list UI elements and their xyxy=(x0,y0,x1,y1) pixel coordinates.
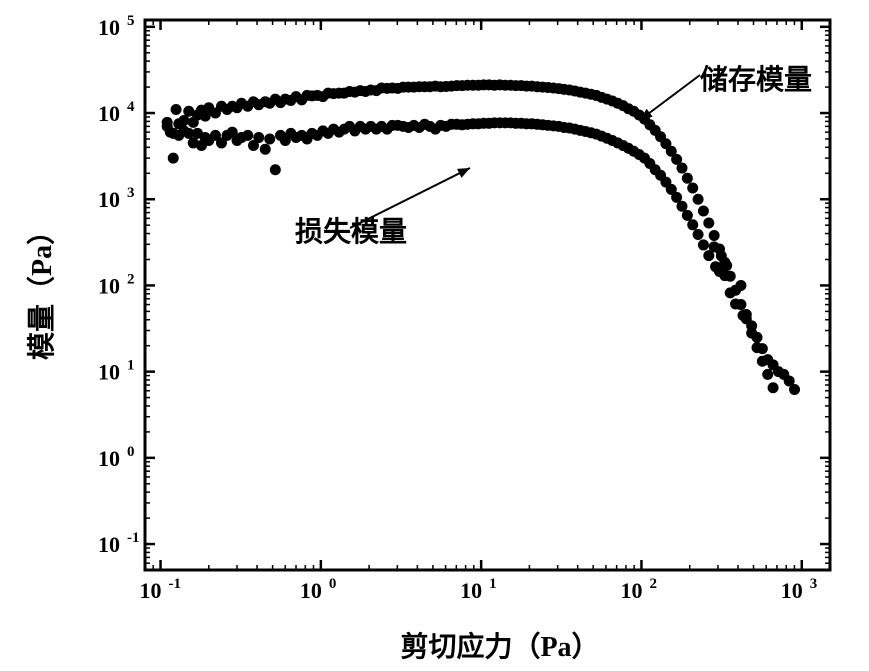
svg-text:0: 0 xyxy=(127,444,135,460)
svg-text:1: 1 xyxy=(489,576,497,592)
svg-text:4: 4 xyxy=(127,99,135,115)
svg-text:2: 2 xyxy=(127,271,135,287)
svg-text:10: 10 xyxy=(460,578,482,603)
svg-text:10: 10 xyxy=(98,532,120,557)
svg-text:0: 0 xyxy=(329,576,337,592)
x-axis-label: 剪切应力（Pa） xyxy=(370,625,630,665)
svg-text:10: 10 xyxy=(98,446,120,471)
rheology-chart: 10 -1 10 0 10 1 10 2 10 3 10 -1 10 0 10 1 10 2 10 3 10 4 10 5 模… xyxy=(0,0,869,671)
svg-text:10: 10 xyxy=(140,578,162,603)
svg-text:10: 10 xyxy=(98,273,120,298)
svg-text:10: 10 xyxy=(781,578,803,603)
svg-text:5: 5 xyxy=(127,13,135,29)
y-axis-label: 模量（Pa） xyxy=(20,240,60,360)
svg-text:10: 10 xyxy=(98,187,120,212)
plot-area: 10 -1 10 0 10 1 10 2 10 3 10 -1 10 0 10 1 10 2 10 3 10 4 10 5 xyxy=(0,0,869,671)
svg-text:10: 10 xyxy=(300,578,322,603)
svg-text:10: 10 xyxy=(98,101,120,126)
svg-text:-1: -1 xyxy=(127,530,140,546)
annotation-storage-modulus: 储存模量 xyxy=(700,58,812,98)
svg-text:10: 10 xyxy=(98,360,120,385)
svg-text:10: 10 xyxy=(98,15,120,40)
svg-text:-1: -1 xyxy=(169,576,182,592)
svg-text:3: 3 xyxy=(810,576,818,592)
svg-text:3: 3 xyxy=(127,185,135,201)
svg-text:1: 1 xyxy=(127,358,135,374)
annotation-loss-modulus: 损失模量 xyxy=(295,210,407,250)
svg-text:10: 10 xyxy=(620,578,642,603)
svg-text:2: 2 xyxy=(649,576,657,592)
